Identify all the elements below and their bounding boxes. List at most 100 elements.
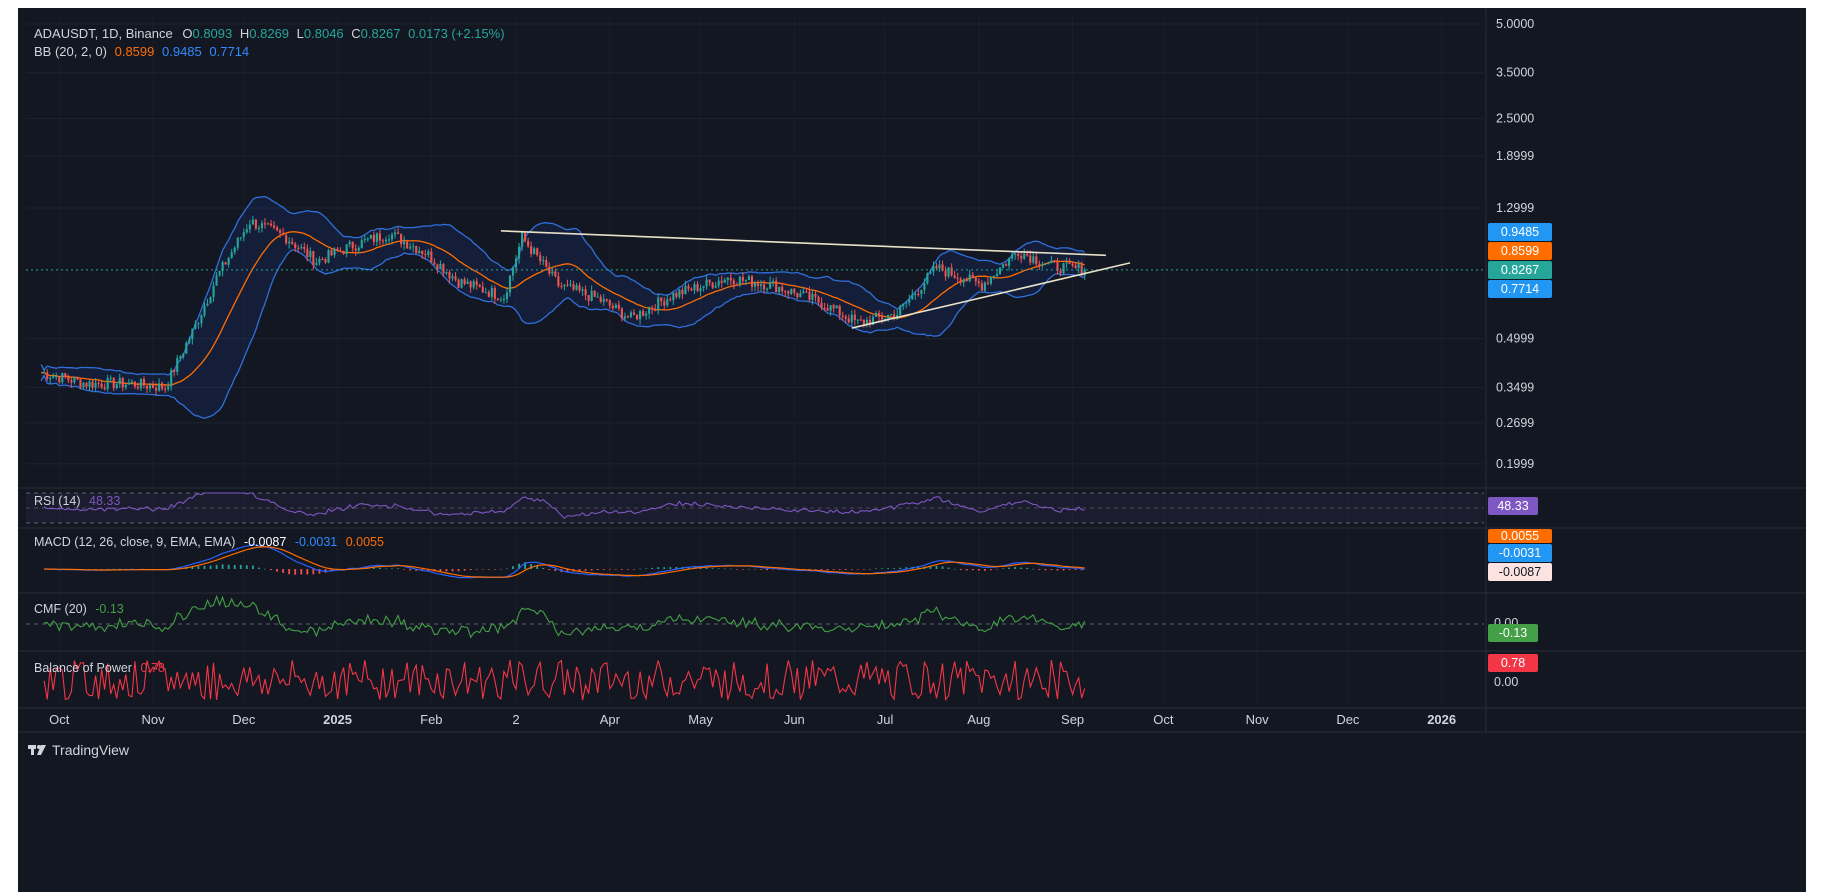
time-tick-label: 2025 bbox=[323, 712, 352, 727]
macd-histogram-bar bbox=[191, 566, 194, 569]
candle-body bbox=[914, 293, 917, 295]
tradingview-logo[interactable]: TradingView bbox=[28, 742, 130, 758]
support-trendline[interactable] bbox=[851, 262, 1131, 329]
candle-body bbox=[263, 223, 267, 225]
candle-body bbox=[648, 307, 651, 314]
candle-body bbox=[170, 369, 173, 387]
candle-body bbox=[938, 264, 941, 269]
price-tick-label: 0.1999 bbox=[1496, 457, 1534, 471]
candle-body bbox=[605, 299, 608, 301]
macd-histogram-bar bbox=[1014, 567, 1017, 569]
candle-body bbox=[808, 291, 811, 300]
chart-window: ADAUSDT, 1D, Binance O0.8093 H0.8269 L0.… bbox=[18, 8, 1806, 892]
candle-body bbox=[215, 275, 218, 286]
candle-body bbox=[850, 314, 853, 323]
candle-body bbox=[1035, 256, 1038, 265]
candle-body bbox=[926, 273, 929, 284]
candle-body bbox=[224, 262, 227, 265]
candle-body bbox=[717, 280, 720, 286]
candle-body bbox=[493, 287, 496, 299]
candle-body bbox=[257, 228, 260, 230]
candle-body bbox=[693, 284, 696, 291]
candle-body bbox=[814, 294, 817, 297]
price-tick-label: 3.5000 bbox=[1496, 66, 1534, 80]
candle-body bbox=[381, 240, 384, 242]
macd-histogram-bar bbox=[397, 568, 399, 569]
bb-label: BB (20, 2, 0) bbox=[34, 44, 107, 59]
candle-body bbox=[457, 279, 460, 288]
candle-body bbox=[451, 276, 454, 279]
candle-body bbox=[297, 247, 300, 249]
macd-badge-signal: 0.0055 bbox=[1501, 529, 1539, 543]
candle-body bbox=[835, 305, 838, 309]
candle-body bbox=[242, 232, 245, 238]
candle-body bbox=[517, 246, 521, 259]
candle-body bbox=[194, 323, 197, 329]
candle-body bbox=[285, 235, 288, 244]
candle-body bbox=[139, 378, 143, 389]
candle-body bbox=[877, 313, 881, 317]
candle-body bbox=[1059, 270, 1062, 274]
candle-body bbox=[890, 314, 893, 316]
macd-histogram-bar bbox=[251, 565, 254, 569]
badge-last-price: 0.8267 bbox=[1501, 263, 1539, 277]
macd-histogram-bar bbox=[536, 565, 539, 569]
candle-body bbox=[406, 241, 409, 249]
candle-body bbox=[463, 279, 466, 285]
candle-body bbox=[632, 312, 636, 315]
candle-body bbox=[475, 281, 478, 285]
bb-upper-value: 0.9485 bbox=[162, 44, 202, 59]
bollinger-band-fill bbox=[41, 196, 1085, 419]
open-value: 0.8093 bbox=[192, 26, 232, 41]
macd-histogram-bar bbox=[227, 564, 230, 569]
macd-histogram-bar bbox=[814, 569, 817, 570]
macd-histogram-bar bbox=[209, 565, 212, 569]
macd-histogram-bar bbox=[409, 569, 412, 571]
macd-histogram-bar bbox=[1056, 569, 1059, 571]
macd-histogram-bar bbox=[379, 567, 381, 569]
candle-body bbox=[699, 288, 702, 292]
macd-histogram-bar bbox=[729, 568, 732, 570]
candle-body bbox=[1050, 260, 1053, 263]
candle-body bbox=[176, 357, 179, 373]
rsi-value: 48.33 bbox=[89, 494, 120, 508]
candle-body bbox=[871, 316, 875, 325]
candle-body bbox=[1074, 265, 1077, 268]
candle-body bbox=[151, 384, 155, 389]
candle-body bbox=[908, 299, 911, 303]
resistance-trendline[interactable] bbox=[500, 230, 1106, 257]
candle-body bbox=[339, 250, 342, 252]
price-axis[interactable]: 5.0000 3.5000 2.5000 1.8999 1.2999 0.4999 0.34… bbox=[1496, 17, 1534, 471]
candle-body bbox=[587, 295, 590, 301]
bop-label: Balance of Power bbox=[34, 661, 132, 675]
macd-histogram-bar bbox=[711, 568, 714, 569]
candle-body bbox=[793, 288, 796, 293]
candle-body bbox=[1068, 261, 1071, 264]
candle-body bbox=[735, 284, 738, 286]
candle-body bbox=[1077, 264, 1080, 268]
macd-histogram-bar bbox=[869, 569, 871, 570]
candle-body bbox=[248, 224, 251, 230]
time-axis[interactable]: Oct Nov Dec 2025 Feb 2 Apr May Jun Jul Aug Sep Oct No… bbox=[49, 712, 1456, 727]
candle-body bbox=[820, 302, 823, 308]
macd-histogram-bar bbox=[639, 568, 641, 570]
candle-body bbox=[61, 373, 64, 383]
macd-histogram-bar bbox=[760, 569, 762, 570]
macd-histogram-bar bbox=[772, 569, 775, 570]
candle-body bbox=[965, 279, 968, 282]
candle-body bbox=[902, 303, 905, 307]
candle-body bbox=[148, 384, 152, 389]
candle-body bbox=[747, 276, 751, 281]
candle-body bbox=[959, 278, 962, 283]
candle-body bbox=[629, 312, 633, 317]
high-label: H bbox=[240, 26, 249, 41]
macd-histogram-bar bbox=[487, 569, 490, 570]
macd-histogram-bar bbox=[1002, 568, 1004, 569]
macd-histogram-bar bbox=[306, 569, 309, 575]
macd-histogram-bar bbox=[1008, 567, 1010, 569]
candle-body bbox=[729, 277, 732, 281]
candle-body bbox=[645, 313, 648, 316]
ohlc-legend: ADAUSDT, 1D, Binance O0.8093 H0.8269 L0.… bbox=[34, 26, 505, 41]
candle-body bbox=[663, 301, 666, 306]
macd-histogram-bar bbox=[941, 566, 944, 569]
